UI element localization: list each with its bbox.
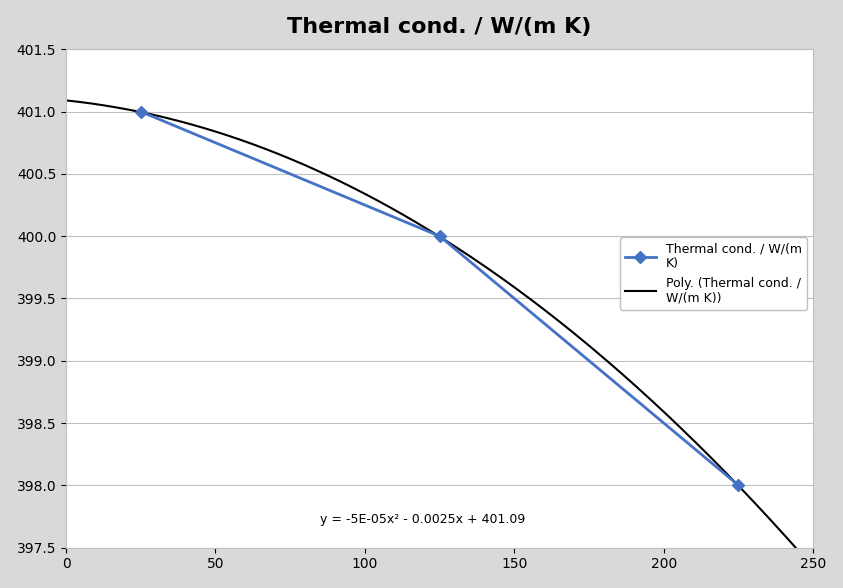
Legend: Thermal cond. / W/(m
K), Poly. (Thermal cond. /
W/(m K)): Thermal cond. / W/(m K), Poly. (Thermal … xyxy=(620,238,807,310)
Text: y = -5E-05x² - 0.0025x + 401.09: y = -5E-05x² - 0.0025x + 401.09 xyxy=(320,513,525,526)
Title: Thermal cond. / W/(m K): Thermal cond. / W/(m K) xyxy=(287,16,592,36)
